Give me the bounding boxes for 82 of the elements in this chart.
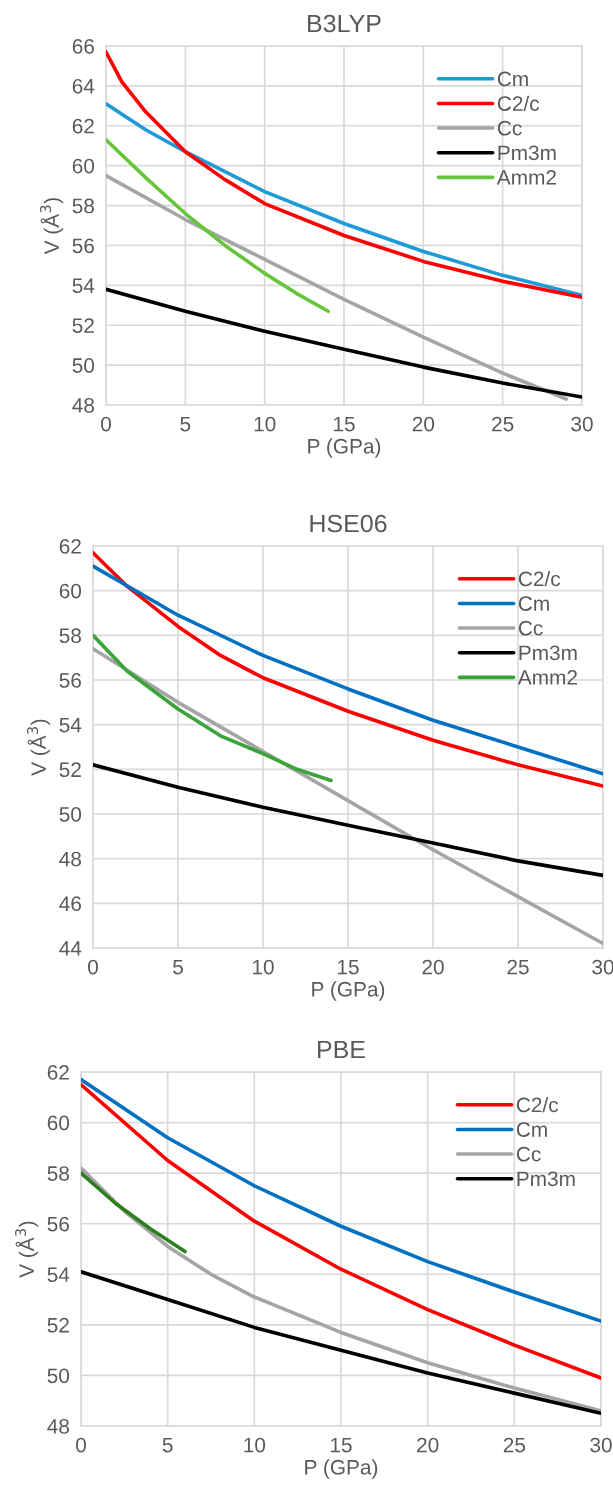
y-tick-label: 56 — [72, 238, 94, 254]
x-tick-label: 10 — [253, 959, 274, 975]
x-tick-label: 25 — [507, 959, 529, 975]
y-tick-label: 52 — [59, 762, 81, 778]
x-tick-label: 10 — [244, 1437, 266, 1453]
y-tick-label: 52 — [47, 1317, 69, 1333]
legend-label: Cm — [518, 596, 549, 611]
y-axis-title: V (Å$^{3}$) — [15, 1221, 39, 1278]
legend-label: Pm3m — [498, 145, 556, 161]
x-tick-label: 20 — [412, 416, 435, 432]
y-tick-label: 50 — [59, 807, 82, 822]
legend-label: Cm — [497, 71, 528, 87]
line-series — [93, 763, 603, 878]
chart-title: B3LYP — [308, 14, 381, 33]
y-tick-label: 48 — [59, 851, 81, 867]
legend-label: Cc — [497, 120, 522, 136]
x-tick-label: 30 — [592, 959, 613, 975]
legend-label: Cc — [516, 1146, 541, 1162]
y-tick-label: 62 — [59, 539, 81, 554]
x-tick-label: 25 — [503, 1437, 526, 1453]
y-tick-label: 58 — [47, 1166, 69, 1181]
y-tick-label: 56 — [47, 1216, 69, 1232]
x-axis-title: P (GPa) — [308, 438, 381, 458]
legend-label: Pm3m — [517, 1171, 575, 1187]
y-tick-label: 60 — [47, 1115, 70, 1131]
y-tick-label: 56 — [59, 673, 81, 688]
chart-title: PBE — [318, 1040, 365, 1059]
y-tick-label: 58 — [72, 198, 94, 214]
x-tick-label: 0 — [101, 416, 111, 432]
y-tick-label: 50 — [72, 358, 95, 373]
x-tick-label: 10 — [254, 416, 276, 432]
x-axis-title: P (GPa) — [305, 1459, 378, 1479]
line-series — [81, 1082, 601, 1380]
legend-label: Pm3m — [519, 645, 577, 661]
chart-title: HSE06 — [310, 514, 387, 533]
x-tick-label: 5 — [180, 416, 191, 432]
legend-label: Cc — [518, 620, 543, 636]
y-tick-label: 58 — [59, 628, 81, 644]
x-tick-label: 25 — [492, 416, 514, 432]
y-tick-label: 60 — [72, 158, 95, 174]
y-tick-label: 44 — [59, 941, 82, 956]
x-tick-label: 15 — [338, 959, 359, 975]
x-tick-label: 15 — [331, 1437, 352, 1453]
legend-label: C2/c — [497, 95, 540, 111]
y-tick-label: 54 — [72, 278, 95, 294]
x-tick-label: 0 — [88, 959, 98, 975]
x-tick-label: 20 — [422, 959, 444, 975]
y-tick-label: 66 — [72, 39, 94, 54]
x-tick-label: 15 — [334, 416, 355, 432]
line-series — [106, 287, 582, 399]
legend-label: Amm2 — [496, 170, 556, 185]
x-tick-label: 0 — [76, 1437, 86, 1453]
x-tick-label: 30 — [590, 1437, 612, 1453]
line-series — [93, 633, 333, 783]
y-tick-label: 50 — [47, 1368, 70, 1384]
y-tick-label: 46 — [59, 896, 81, 912]
legend-label: Amm2 — [517, 670, 577, 685]
line-series — [81, 1077, 601, 1323]
y-tick-label: 52 — [72, 318, 94, 333]
x-tick-label: 5 — [162, 1437, 173, 1453]
y-axis-title: V (Å$^{3}$) — [27, 719, 51, 776]
y-tick-label: 54 — [59, 717, 82, 733]
legend-label: C2/c — [518, 571, 561, 587]
x-axis-title: P (GPa) — [312, 981, 385, 1001]
y-tick-label: 54 — [47, 1267, 70, 1283]
line-series — [106, 137, 330, 314]
y-axis-title: V (Å$^{3}$) — [40, 198, 64, 255]
y-tick-label: 62 — [47, 1065, 69, 1080]
y-tick-label: 60 — [59, 583, 82, 599]
legend-label: C2/c — [516, 1097, 559, 1113]
y-tick-label: 48 — [72, 398, 94, 413]
legend-label: Cm — [516, 1122, 547, 1137]
x-tick-label: 5 — [173, 959, 183, 975]
line-series — [106, 50, 582, 300]
y-tick-label: 62 — [72, 118, 94, 134]
x-tick-label: 20 — [417, 1437, 439, 1453]
line-series — [81, 1171, 187, 1254]
x-tick-label: 30 — [571, 416, 593, 432]
y-tick-label: 64 — [72, 78, 95, 94]
y-tick-label: 48 — [47, 1419, 69, 1434]
line-series — [81, 1269, 601, 1416]
line-series — [81, 1166, 601, 1413]
